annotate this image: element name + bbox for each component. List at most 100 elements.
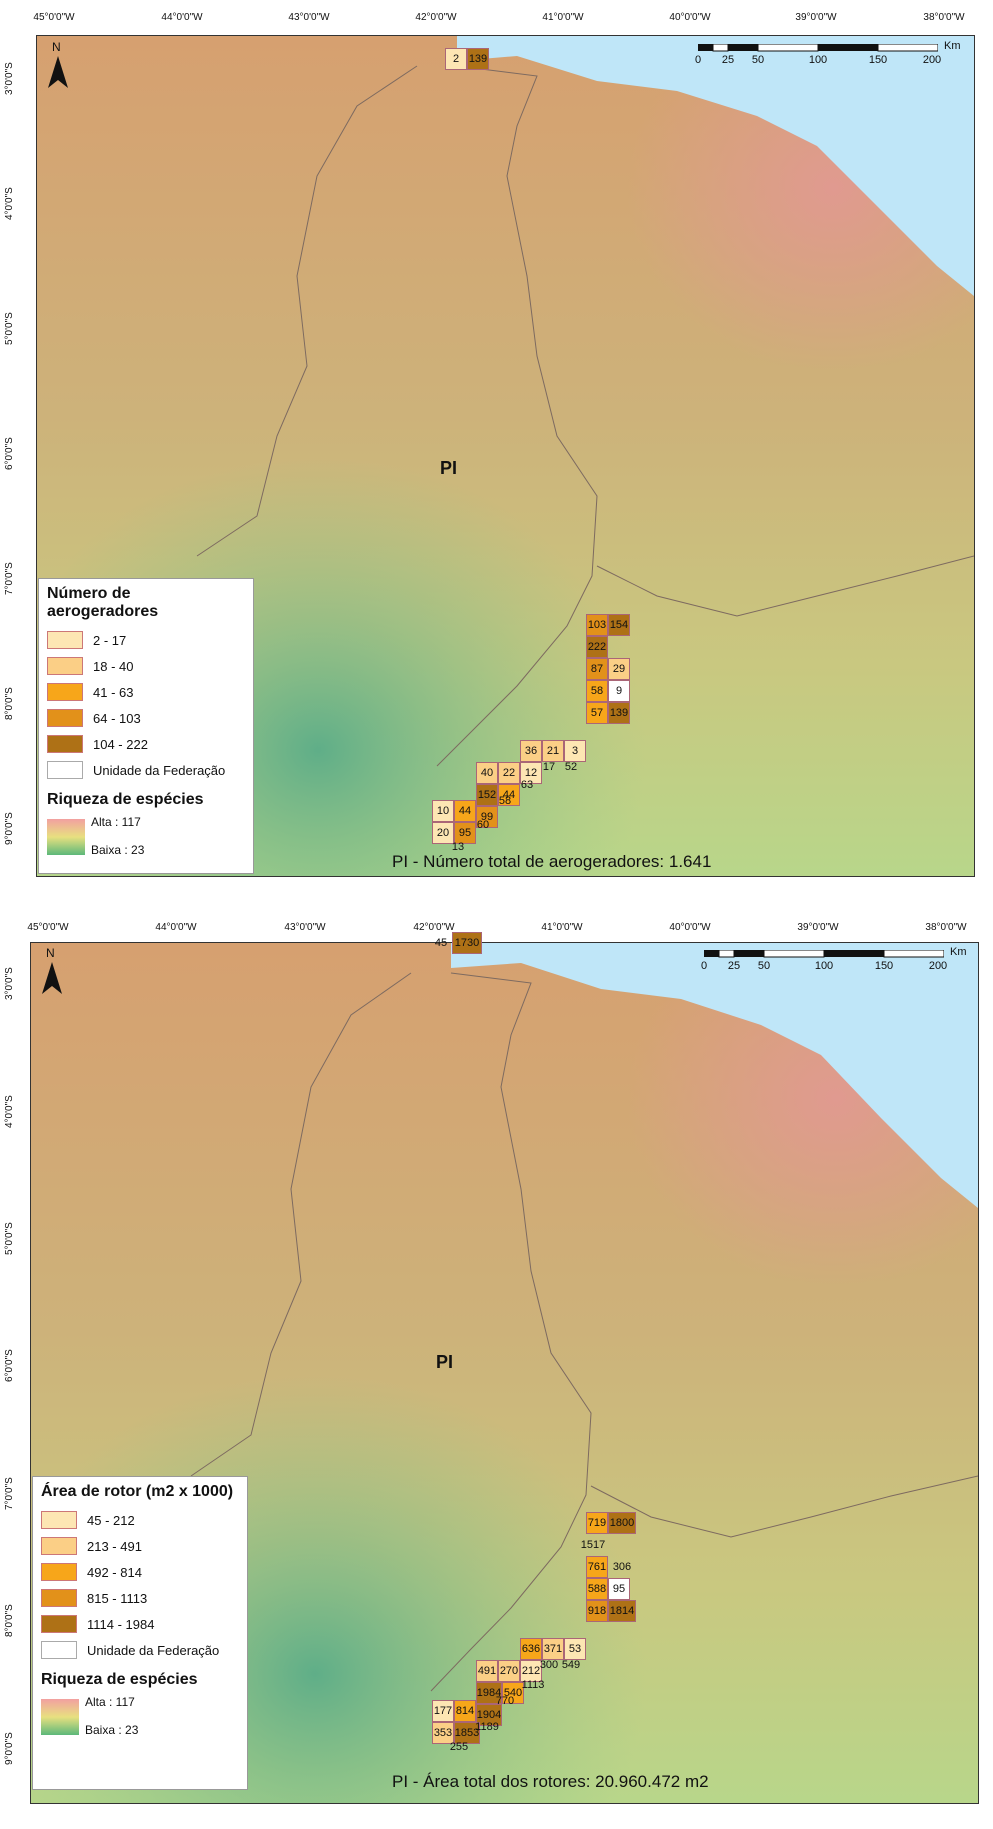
scale-label: 50 [751, 54, 765, 66]
map-cell[interactable]: 45 [434, 937, 448, 949]
scale-label: 100 [808, 54, 828, 66]
legend-label: 492 - 814 [87, 1564, 142, 1580]
map-cell[interactable]: 270 [498, 1660, 520, 1682]
map-cell[interactable]: 306 [612, 1561, 632, 1573]
map-frame[interactable] [36, 35, 975, 877]
map-cell[interactable]: 13 [451, 841, 465, 853]
map-cell[interactable]: 12 [520, 762, 542, 784]
map-cell[interactable]: 58 [498, 795, 512, 807]
richness-high: Alta : 117 [91, 815, 141, 829]
map-cell[interactable]: 255 [449, 1741, 469, 1753]
map-cell[interactable]: 300 [539, 1659, 559, 1671]
lat-tick: 3°0'0"S [4, 967, 15, 1000]
scale-label: 0 [694, 54, 702, 66]
map-cell[interactable]: 719 [586, 1512, 608, 1534]
map-cell[interactable]: 588 [586, 1578, 608, 1600]
map-cell[interactable]: 95 [454, 822, 476, 844]
legend-row: 41 - 63 [47, 679, 245, 705]
map-cell[interactable]: 95 [608, 1578, 630, 1600]
map-cell[interactable]: 22 [498, 762, 520, 784]
map-cell[interactable]: 636 [520, 1638, 542, 1660]
map-cell[interactable]: 491 [476, 1660, 498, 1682]
map-cell[interactable]: 53 [564, 1638, 586, 1660]
legend-swatch [47, 735, 83, 753]
state-border [430, 972, 592, 1692]
map-cell[interactable]: 177 [432, 1700, 454, 1722]
map-cell[interactable]: 21 [542, 740, 564, 762]
map-cell[interactable]: 1189 [475, 1721, 499, 1733]
map-cell[interactable]: 1853 [454, 1722, 480, 1744]
map-cell[interactable]: 549 [561, 1659, 581, 1671]
legend-row: 18 - 40 [47, 653, 245, 679]
legend-swatch [47, 657, 83, 675]
map-frame[interactable] [30, 942, 979, 1804]
legend-label: 64 - 103 [93, 710, 141, 726]
map-cell[interactable]: 770 [495, 1695, 515, 1707]
map-cell[interactable]: 52 [564, 761, 578, 773]
scale-label: 50 [757, 960, 771, 972]
scale-bar-graphic [698, 44, 938, 52]
map-cell[interactable]: 1800 [608, 1512, 636, 1534]
lon-tick: 42°0'0"W [415, 12, 457, 23]
map-cell[interactable]: 1984 [476, 1682, 502, 1704]
legend-label: 1114 - 1984 [87, 1616, 155, 1632]
north-arrow-icon [48, 56, 68, 88]
map-cell[interactable]: 540 [502, 1682, 524, 1704]
scale-label: 200 [928, 960, 948, 972]
lat-tick: 9°0'0"S [4, 812, 15, 845]
map-cell[interactable]: 222 [586, 636, 608, 658]
map-cell[interactable]: 58 [586, 680, 608, 702]
map-cell[interactable]: 1904 [476, 1704, 502, 1726]
map-cell[interactable]: 10 [432, 800, 454, 822]
map-cell[interactable]: 1730 [452, 932, 482, 954]
map-cell[interactable]: 152 [476, 784, 498, 806]
map-cell[interactable]: 20 [432, 822, 454, 844]
map-cell[interactable]: 1517 [580, 1539, 606, 1551]
scale-unit: Km [944, 40, 961, 52]
map-cell[interactable]: 9 [608, 680, 630, 702]
map-cell[interactable]: 63 [520, 779, 534, 791]
map-cell[interactable]: 371 [542, 1638, 564, 1660]
map-canvas [31, 943, 978, 1803]
map-cell[interactable]: 87 [586, 658, 608, 680]
map-cell[interactable]: 761 [586, 1556, 608, 1578]
map-cell[interactable]: 60 [476, 819, 490, 831]
map-cell[interactable]: 99 [476, 806, 498, 828]
state-border-west [196, 65, 418, 557]
map-cell[interactable]: 139 [467, 48, 489, 70]
richness-high: Alta : 117 [85, 1695, 135, 1709]
map-cell[interactable]: 3 [564, 740, 586, 762]
scale-bar: 0 25 50 100 150 200 Km [701, 946, 967, 980]
richness-low: Baixa : 23 [91, 843, 145, 857]
map-panel-turbines: 45°0'0"W 44°0'0"W 43°0'0"W 42°0'0"W 41°0… [0, 0, 993, 890]
legend-label: 2 - 17 [93, 632, 127, 648]
richness-gradient [41, 1699, 79, 1735]
lon-tick: 45°0'0"W [27, 922, 69, 933]
map-cell[interactable]: 103 [586, 614, 608, 636]
map-cell[interactable]: 2 [445, 48, 467, 70]
map-cell[interactable]: 17 [542, 761, 556, 773]
map-cell[interactable]: 814 [454, 1700, 476, 1722]
map-cell[interactable]: 36 [520, 740, 542, 762]
legend-row: Unidade da Federação [47, 757, 245, 783]
ocean [451, 943, 978, 1208]
lon-tick: 43°0'0"W [288, 12, 330, 23]
map-cell[interactable]: 918 [586, 1600, 608, 1622]
map-cell[interactable]: 154 [608, 614, 630, 636]
map-cell[interactable]: 57 [586, 702, 608, 724]
map-cell[interactable]: 44 [498, 784, 520, 806]
legend-label: 18 - 40 [93, 658, 134, 674]
map-cell[interactable]: 1814 [608, 1600, 636, 1622]
legend-swatch [41, 1511, 77, 1529]
map-cell[interactable]: 1113 [521, 1679, 545, 1691]
richness-ramp: Alta : 117 Baixa : 23 [47, 815, 245, 857]
lat-tick: 6°0'0"S [4, 437, 15, 470]
map-cell[interactable]: 353 [432, 1722, 454, 1744]
map-cell[interactable]: 139 [608, 702, 630, 724]
map-cell[interactable]: 40 [476, 762, 498, 784]
map-cell[interactable]: 29 [608, 658, 630, 680]
map-cell[interactable]: 44 [454, 800, 476, 822]
legend-row: 45 - 212 [41, 1507, 239, 1533]
lat-tick: 8°0'0"S [4, 687, 15, 720]
map-cell[interactable]: 212 [520, 1660, 542, 1682]
